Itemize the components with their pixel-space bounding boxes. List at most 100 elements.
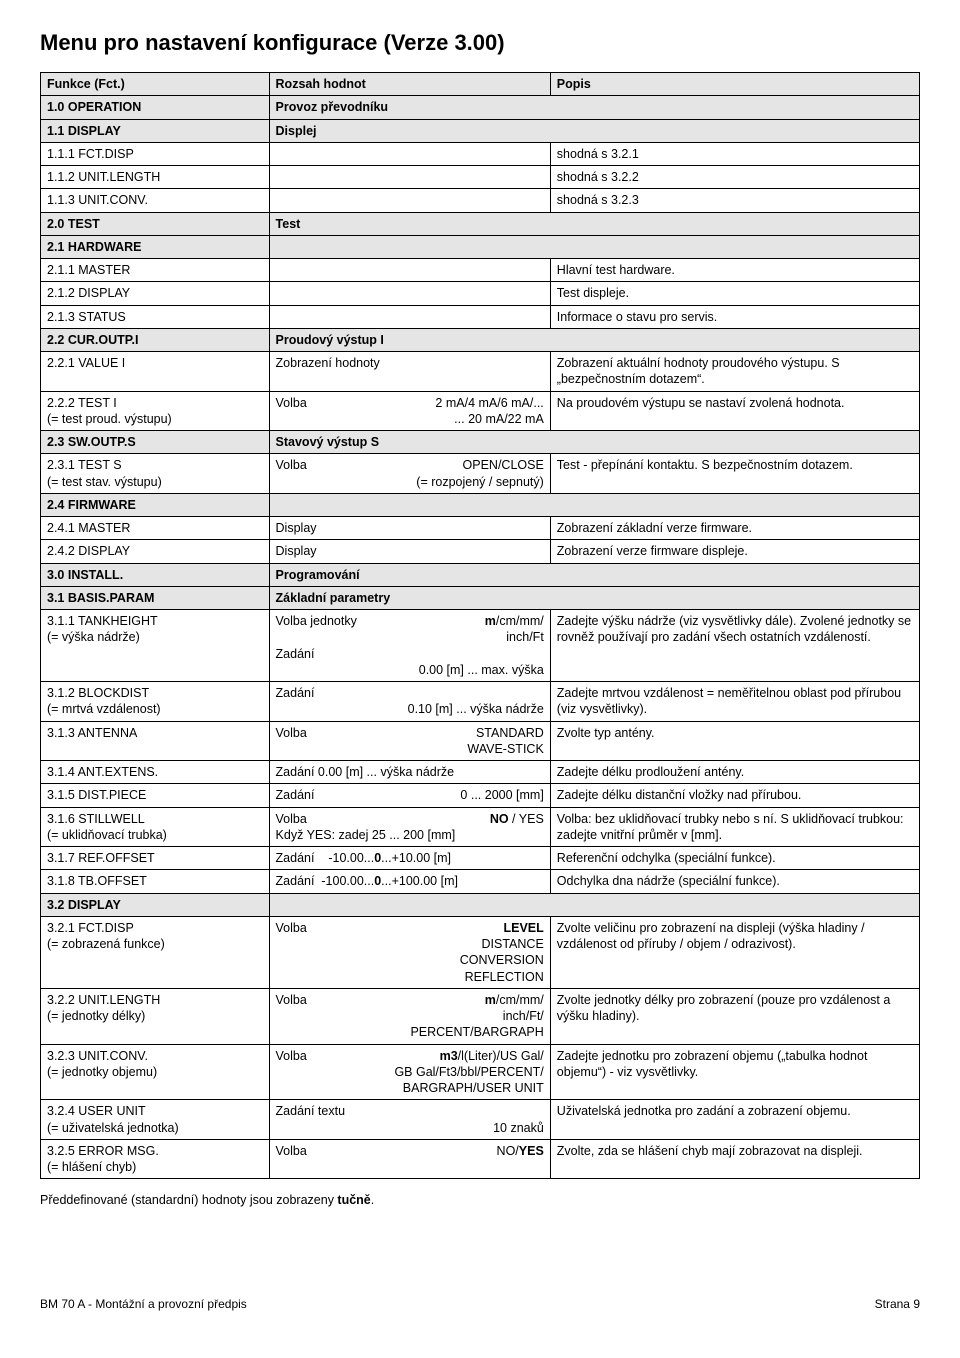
row-318-c: Odchylka dna nádrže (speciální funkce). — [550, 870, 919, 893]
row-316-c: Volba: bez uklidňovací trubky nebo s ní.… — [550, 807, 919, 847]
row-113-a: 1.1.3 UNIT.CONV. — [41, 189, 270, 212]
row-1-0-b: Provoz převodníku — [269, 96, 919, 119]
row-24-a: 2.4 FIRMWARE — [41, 493, 270, 516]
row-222-b: Volba2 mA/4 mA/6 mA/... ... 20 mA/22 mA — [269, 391, 550, 431]
row-111-a: 1.1.1 FCT.DISP — [41, 142, 270, 165]
row-318-b: Zadání -100.00...0...+100.00 [m] — [269, 870, 550, 893]
row-316-b: VolbaNO / YES Když YES: zadej 25 ... 200… — [269, 807, 550, 847]
footnote: Předdefinované (standardní) hodnoty jsou… — [40, 1193, 920, 1207]
row-313-a: 3.1.3 ANTENNA — [41, 721, 270, 761]
row-313-b: VolbaSTANDARD WAVE-STICK — [269, 721, 550, 761]
row-317-a: 3.1.7 REF.OFFSET — [41, 847, 270, 870]
row-241-c: Zobrazení základní verze firmware. — [550, 517, 919, 540]
row-322-c: Zvolte jednotky délky pro zobrazení (pou… — [550, 988, 919, 1044]
row-212-a: 2.1.2 DISPLAY — [41, 282, 270, 305]
page-title: Menu pro nastavení konfigurace (Verze 3.… — [40, 30, 920, 56]
row-323-a: 3.2.3 UNIT.CONV.(= jednotky objemu) — [41, 1044, 270, 1100]
row-22-a: 2.2 CUR.OUTP.I — [41, 328, 270, 351]
row-231-c: Test - přepínání kontaktu. S bezpečnostn… — [550, 454, 919, 494]
row-312-a: 3.1.2 BLOCKDIST(= mrtvá vzdálenost) — [41, 682, 270, 722]
row-311-c: Zadejte výšku nádrže (viz vysvětlivky dá… — [550, 610, 919, 682]
row-322-a: 3.2.2 UNIT.LENGTH(= jednotky délky) — [41, 988, 270, 1044]
row-32-b — [269, 893, 919, 916]
row-325-a: 3.2.5 ERROR MSG.(= hlášení chyb) — [41, 1139, 270, 1179]
header-funkce: Funkce (Fct.) — [41, 73, 270, 96]
row-111-b — [269, 142, 550, 165]
row-325-c: Zvolte, zda se hlášení chyb mají zobrazo… — [550, 1139, 919, 1179]
row-314-a: 3.1.4 ANT.EXTENS. — [41, 761, 270, 784]
row-112-a: 1.1.2 UNIT.LENGTH — [41, 166, 270, 189]
row-23-b: Stavový výstup S — [269, 431, 919, 454]
row-221-b: Zobrazení hodnoty — [269, 352, 550, 392]
row-242-b: Display — [269, 540, 550, 563]
row-212-b — [269, 282, 550, 305]
row-324-a: 3.2.4 USER UNIT(= uživatelská jednotka) — [41, 1100, 270, 1140]
row-318-a: 3.1.8 TB.OFFSET — [41, 870, 270, 893]
row-317-b: Zadání -10.00...0...+10.00 [m] — [269, 847, 550, 870]
row-23-a: 2.3 SW.OUTP.S — [41, 431, 270, 454]
row-322-b: Volbam/cm/mm/ inch/Ft/ PERCENT/BARGRAPH — [269, 988, 550, 1044]
row-323-c: Zadejte jednotku pro zobrazení objemu („… — [550, 1044, 919, 1100]
footer-left: BM 70 A - Montážní a provozní předpis — [40, 1297, 247, 1311]
row-31-a: 3.1 BASIS.PARAM — [41, 586, 270, 609]
row-1-1-a: 1.1 DISPLAY — [41, 119, 270, 142]
row-313-c: Zvolte typ antény. — [550, 721, 919, 761]
row-312-c: Zadejte mrtvou vzdálenost = neměřitelnou… — [550, 682, 919, 722]
row-21-b — [269, 235, 919, 258]
row-222-a: 2.2.2 TEST I(= test proud. výstupu) — [41, 391, 270, 431]
row-315-c: Zadejte délku distanční vložky nad příru… — [550, 784, 919, 807]
row-113-b — [269, 189, 550, 212]
row-312-b: Zadání 0.10 [m] ... výška nádrže — [269, 682, 550, 722]
row-231-b: VolbaOPEN/CLOSE (= rozpojený / sepnutý) — [269, 454, 550, 494]
row-211-a: 2.1.1 MASTER — [41, 259, 270, 282]
header-popis: Popis — [550, 73, 919, 96]
row-317-c: Referenční odchylka (speciální funkce). — [550, 847, 919, 870]
row-311-b: Volba jednotkym/cm/mm/ inch/Ft Zadání 0.… — [269, 610, 550, 682]
row-213-b — [269, 305, 550, 328]
header-rozsah: Rozsah hodnot — [269, 73, 550, 96]
row-31-b: Základní parametry — [269, 586, 919, 609]
row-324-c: Uživatelská jednotka pro zadání a zobraz… — [550, 1100, 919, 1140]
row-213-c: Informace o stavu pro servis. — [550, 305, 919, 328]
row-323-b: Volbam3/l(Liter)/US Gal/ GB Gal/Ft3/bbl/… — [269, 1044, 550, 1100]
row-321-c: Zvolte veličinu pro zobrazení na displej… — [550, 916, 919, 988]
row-32-a: 3.2 DISPLAY — [41, 893, 270, 916]
footer-right: Strana 9 — [875, 1297, 920, 1311]
row-22-b: Proudový výstup I — [269, 328, 919, 351]
row-241-a: 2.4.1 MASTER — [41, 517, 270, 540]
row-211-c: Hlavní test hardware. — [550, 259, 919, 282]
row-311-a: 3.1.1 TANKHEIGHT(= výška nádrže) — [41, 610, 270, 682]
row-324-b: Zadání textu 10 znaků — [269, 1100, 550, 1140]
row-212-c: Test displeje. — [550, 282, 919, 305]
row-315-a: 3.1.5 DIST.PIECE — [41, 784, 270, 807]
row-30-b: Programování — [269, 563, 919, 586]
row-213-a: 2.1.3 STATUS — [41, 305, 270, 328]
row-314-c: Zadejte délku prodloužení antény. — [550, 761, 919, 784]
row-321-b: VolbaLEVEL DISTANCE CONVERSION REFLECTIO… — [269, 916, 550, 988]
row-30-a: 3.0 INSTALL. — [41, 563, 270, 586]
row-20-b: Test — [269, 212, 919, 235]
row-321-a: 3.2.1 FCT.DISP(= zobrazená funkce) — [41, 916, 270, 988]
row-241-b: Display — [269, 517, 550, 540]
row-1-1-b: Displej — [269, 119, 919, 142]
row-325-b: VolbaNO/YES — [269, 1139, 550, 1179]
row-112-b — [269, 166, 550, 189]
row-113-c: shodná s 3.2.3 — [550, 189, 919, 212]
row-231-a: 2.3.1 TEST S(= test stav. výstupu) — [41, 454, 270, 494]
page-footer: BM 70 A - Montážní a provozní předpis St… — [40, 1297, 920, 1311]
row-211-b — [269, 259, 550, 282]
row-242-a: 2.4.2 DISPLAY — [41, 540, 270, 563]
row-1-0-a: 1.0 OPERATION — [41, 96, 270, 119]
row-24-b — [269, 493, 919, 516]
row-316-a: 3.1.6 STILLWELL(= uklidňovací trubka) — [41, 807, 270, 847]
config-table: Funkce (Fct.) Rozsah hodnot Popis 1.0 OP… — [40, 72, 920, 1179]
row-242-c: Zobrazení verze firmware displeje. — [550, 540, 919, 563]
row-111-c: shodná s 3.2.1 — [550, 142, 919, 165]
row-21-a: 2.1 HARDWARE — [41, 235, 270, 258]
row-20-a: 2.0 TEST — [41, 212, 270, 235]
row-221-c: Zobrazení aktuální hodnoty proudového vý… — [550, 352, 919, 392]
row-221-a: 2.2.1 VALUE I — [41, 352, 270, 392]
row-112-c: shodná s 3.2.2 — [550, 166, 919, 189]
row-314-b: Zadání 0.00 [m] ... výška nádrže — [269, 761, 550, 784]
row-222-c: Na proudovém výstupu se nastaví zvolená … — [550, 391, 919, 431]
